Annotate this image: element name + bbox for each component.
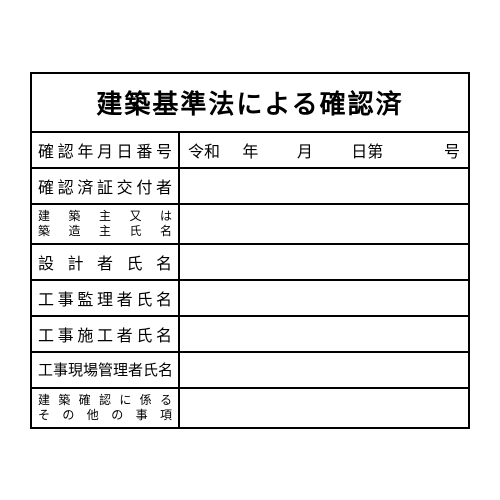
label-cell: 工事監理者氏名 bbox=[32, 281, 180, 315]
label-cell: 工事施工者氏名 bbox=[32, 317, 180, 351]
row-owner: 建築主又は 築造主氏名 bbox=[32, 205, 468, 245]
row-other: 建築確認に係る その他の事項 bbox=[32, 389, 468, 427]
row-date-number: 確認年月日番号 令和 年 月 日第 号 bbox=[32, 133, 468, 169]
board-title: 建築基準法による確認済 bbox=[32, 74, 468, 133]
value-cell bbox=[180, 353, 468, 387]
label-line-1: 建築主又は bbox=[38, 209, 172, 224]
label-line-2: その他の事項 bbox=[38, 408, 172, 423]
row-contractor: 工事施工者氏名 bbox=[32, 317, 468, 353]
label-cell: 建築主又は 築造主氏名 bbox=[32, 205, 180, 243]
row-label: 工事監理者氏名 bbox=[38, 286, 172, 310]
row-label: 工事現場管理者氏名 bbox=[38, 359, 172, 380]
month-mark: 月 bbox=[297, 138, 351, 162]
label-cell: 工事現場管理者氏名 bbox=[32, 353, 180, 387]
label-line-2: 築造主氏名 bbox=[38, 224, 172, 239]
row-label-multi: 建築確認に係る その他の事項 bbox=[38, 393, 172, 423]
row-designer: 設計者氏名 bbox=[32, 245, 468, 281]
row-issuer: 確認済証交付者 bbox=[32, 169, 468, 205]
value-cell: 令和 年 月 日第 号 bbox=[180, 133, 468, 167]
label-cell: 建築確認に係る その他の事項 bbox=[32, 389, 180, 427]
row-supervisor: 工事監理者氏名 bbox=[32, 281, 468, 317]
confirmation-board: 建築基準法による確認済 確認年月日番号 令和 年 月 日第 号 確認済証交付者 … bbox=[30, 72, 470, 429]
row-label: 工事施工者氏名 bbox=[38, 322, 172, 346]
day-ordinal: 日第 bbox=[351, 138, 405, 162]
row-label: 設計者氏名 bbox=[38, 250, 172, 274]
year-mark: 年 bbox=[242, 138, 296, 162]
row-label: 確認済証交付者 bbox=[38, 174, 172, 198]
label-line-1: 建築確認に係る bbox=[38, 393, 172, 408]
label-cell: 確認済証交付者 bbox=[32, 169, 180, 203]
value-cell bbox=[180, 205, 468, 243]
row-label-multi: 建築主又は 築造主氏名 bbox=[38, 209, 172, 239]
value-cell bbox=[180, 281, 468, 315]
label-cell: 設計者氏名 bbox=[32, 245, 180, 279]
value-cell bbox=[180, 317, 468, 351]
era: 令和 bbox=[188, 138, 242, 162]
value-cell bbox=[180, 245, 468, 279]
value-cell bbox=[180, 169, 468, 203]
date-segments: 令和 年 月 日第 号 bbox=[188, 138, 460, 162]
value-cell bbox=[180, 389, 468, 427]
number-mark: 号 bbox=[406, 138, 460, 162]
row-site-manager: 工事現場管理者氏名 bbox=[32, 353, 468, 389]
row-label: 確認年月日番号 bbox=[38, 138, 172, 162]
label-cell: 確認年月日番号 bbox=[32, 133, 180, 167]
